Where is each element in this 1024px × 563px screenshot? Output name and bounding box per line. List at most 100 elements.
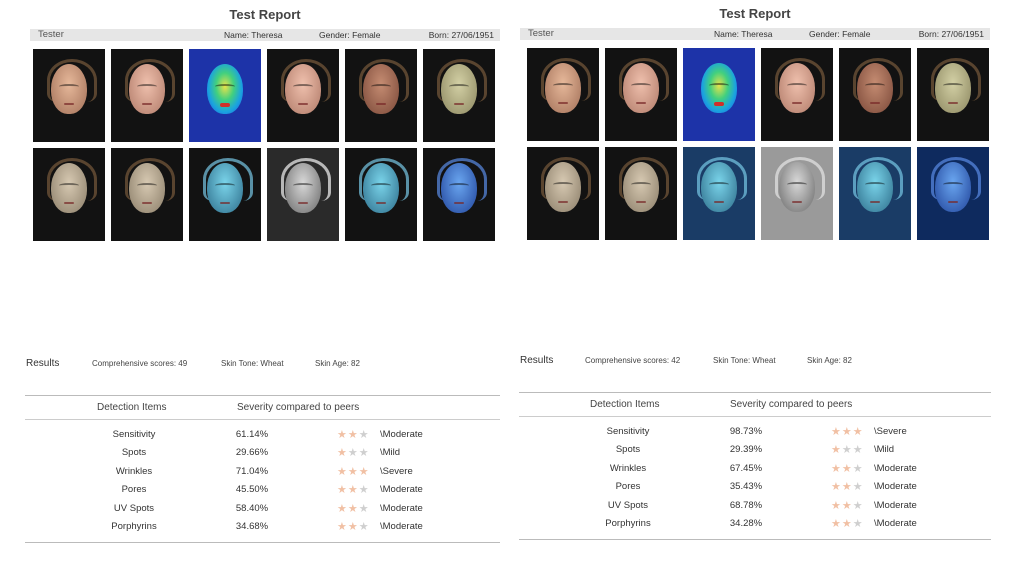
severity-label: \Moderate: [380, 429, 423, 440]
severity-label: \Moderate: [874, 481, 917, 493]
severity-label: \Severe: [874, 426, 907, 437]
table-row: UV Spots 58.40% ★★★ \Moderate: [25, 500, 500, 518]
star-icon: ★: [852, 499, 864, 512]
star-rating: ★★★: [337, 502, 370, 515]
face-photo-icon[interactable]: [345, 148, 417, 241]
photo-grid: [527, 48, 989, 240]
star-icon: ★: [841, 481, 853, 494]
face-photo-icon[interactable]: [189, 49, 261, 142]
star-icon: ★: [841, 426, 853, 438]
comprehensive-score: Comprehensive scores: 49: [92, 359, 188, 368]
patient-gender: Gender: Female: [809, 29, 871, 39]
star-icon: ★: [841, 517, 853, 530]
patient-gender: Gender: Female: [319, 30, 381, 40]
face-photo-icon[interactable]: [839, 48, 911, 141]
severity-percent: 61.14%: [235, 429, 269, 440]
results-table: Detection Items Severity compared to pee…: [519, 392, 991, 541]
face-photo-icon[interactable]: [111, 49, 183, 142]
tester-label: Tester: [38, 29, 64, 40]
comprehensive-score: Comprehensive scores: 42: [585, 356, 681, 365]
star-icon: ★: [852, 517, 864, 530]
face-photo-icon[interactable]: [423, 148, 495, 241]
severity-percent: 68.78%: [729, 499, 763, 511]
star-icon: ★: [841, 444, 853, 457]
severity-percent: 58.40%: [235, 502, 269, 514]
star-icon: ★: [347, 484, 359, 497]
face-photo-icon[interactable]: [839, 147, 911, 240]
star-icon: ★: [831, 517, 842, 530]
table-row: Pores 35.43% ★★★ \Moderate: [519, 478, 991, 496]
star-icon: ★: [841, 462, 853, 475]
star-icon: ★: [337, 447, 348, 460]
face-photo-icon[interactable]: [917, 48, 989, 141]
table-body: Sensitivity 98.73% ★★★ \Severe Spots 29.39% ★★…: [519, 417, 991, 541]
column-severity: Severity compared to peers: [237, 402, 360, 413]
column-detection-items: Detection Items: [97, 402, 167, 413]
star-rating: ★★★: [831, 443, 864, 456]
column-severity: Severity compared to peers: [730, 399, 853, 410]
face-photo-icon[interactable]: [683, 147, 755, 240]
table-row: Sensitivity 98.73% ★★★ \Severe: [519, 423, 991, 441]
star-icon: ★: [347, 502, 359, 515]
star-rating: ★★★: [337, 465, 370, 478]
severity-label: \Moderate: [380, 484, 423, 496]
face-photo-icon[interactable]: [189, 148, 261, 241]
patient-name: Name: Theresa: [714, 29, 773, 39]
patient-info-bar: Tester Name: Theresa Gender: Female Born…: [520, 28, 990, 40]
results-left: Results Comprehensive scores: 49 Skin To…: [25, 357, 500, 544]
detection-item: Wrinkles: [115, 465, 153, 477]
star-icon: ★: [337, 502, 348, 515]
report-title: Test Report: [719, 6, 791, 21]
table-row: Pores 45.50% ★★★ \Moderate: [25, 481, 500, 499]
severity-label: \Moderate: [380, 520, 423, 532]
face-photo-icon[interactable]: [267, 148, 339, 241]
detection-item: Pores: [121, 484, 147, 496]
skin-age: Skin Age: 82: [807, 356, 852, 365]
star-rating: ★★★: [337, 483, 370, 496]
star-icon: ★: [852, 444, 864, 457]
severity-label: \Moderate: [380, 502, 423, 514]
face-photo-icon[interactable]: [917, 147, 989, 240]
column-detection-items: Detection Items: [590, 399, 660, 410]
severity-percent: 71.04%: [235, 465, 269, 477]
star-rating: ★★★: [831, 480, 864, 493]
detection-item: Spots: [615, 444, 641, 456]
table-row: Porphyrins 34.68% ★★★ \Moderate: [25, 518, 500, 536]
face-photo-icon[interactable]: [33, 49, 105, 142]
face-photo-icon[interactable]: [761, 147, 833, 240]
skin-tone: Skin Tone: Wheat: [713, 356, 776, 365]
star-icon: ★: [358, 429, 370, 441]
star-icon: ★: [358, 520, 370, 533]
face-photo-icon[interactable]: [527, 147, 599, 240]
face-photo-icon[interactable]: [111, 148, 183, 241]
star-icon: ★: [358, 484, 370, 497]
face-photo-icon[interactable]: [683, 48, 755, 141]
severity-percent: 67.45%: [729, 462, 763, 474]
face-photo-icon[interactable]: [527, 48, 599, 141]
severity-percent: 35.43%: [729, 481, 763, 493]
table-row: UV Spots 68.78% ★★★ \Moderate: [519, 497, 991, 515]
star-icon: ★: [347, 520, 359, 533]
face-photo-icon[interactable]: [345, 49, 417, 142]
face-photo-icon[interactable]: [423, 49, 495, 142]
severity-percent: 45.50%: [235, 484, 269, 496]
star-rating: ★★★: [337, 446, 370, 459]
table-row: Wrinkles 71.04% ★★★ \Severe: [25, 463, 500, 481]
severity-percent: 29.39%: [729, 444, 763, 456]
face-photo-icon[interactable]: [267, 49, 339, 142]
star-icon: ★: [337, 484, 348, 497]
star-icon: ★: [831, 444, 842, 457]
detection-item: Sensitivity: [606, 426, 650, 437]
table-body: Sensitivity 61.14% ★★★ \Moderate Spots 29.66%…: [25, 420, 500, 544]
face-photo-icon[interactable]: [761, 48, 833, 141]
detection-item: UV Spots: [607, 499, 649, 511]
detection-item: Wrinkles: [609, 462, 647, 474]
severity-label: \Mild: [380, 447, 401, 459]
detection-item: UV Spots: [113, 502, 155, 514]
photo-grid: [33, 49, 495, 241]
face-photo-icon[interactable]: [605, 48, 677, 141]
detection-item: Spots: [121, 447, 147, 459]
face-photo-icon[interactable]: [605, 147, 677, 240]
star-rating: ★★★: [831, 517, 864, 530]
face-photo-icon[interactable]: [33, 148, 105, 241]
